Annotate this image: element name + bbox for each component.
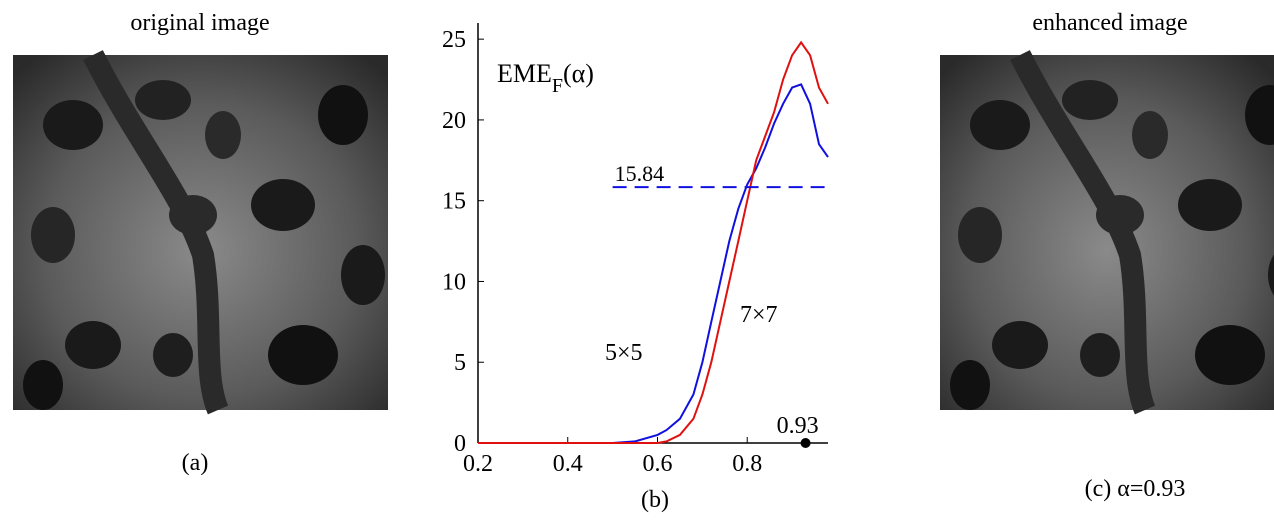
caption: (b) — [641, 487, 669, 513]
x-tick-label: 0.4 — [553, 451, 583, 477]
label-part: (α) — [563, 59, 594, 88]
x-tick-label: 0.6 — [642, 451, 672, 477]
panel-title: enhanced image — [1032, 10, 1187, 36]
original-image — [13, 55, 388, 410]
y-tick-label: 0 — [454, 431, 466, 457]
marker-label: 0.93 — [777, 413, 819, 439]
y-tick-label: 5 — [454, 350, 466, 376]
y-tick-label: 20 — [442, 108, 466, 134]
caption: (a) — [182, 450, 209, 476]
label-part: EME — [497, 59, 552, 88]
x-tick-label: 0.8 — [732, 451, 762, 477]
series-line — [478, 83, 829, 444]
caption: (c) α=0.93 — [1085, 476, 1186, 502]
series-line — [478, 40, 829, 444]
label-part: F — [552, 75, 563, 97]
x-tick-label: 0.2 — [463, 451, 493, 477]
y-tick-label: 15 — [442, 189, 466, 215]
marker-dot — [800, 438, 811, 448]
plot: 0 5 10 15 20 25 0.2 0.4 0.6 0.8 5×5 7×7 15.84 0.93 — [442, 23, 829, 477]
panel-title: original image — [130, 10, 269, 36]
y-tick-label: 10 — [442, 269, 466, 295]
series-label: 5×5 — [605, 340, 643, 366]
chart-label: EMEF(α) — [497, 59, 594, 97]
threshold-label: 15.84 — [615, 161, 665, 186]
enhanced-image — [940, 55, 1274, 410]
y-tick-label: 25 — [442, 27, 466, 53]
series-label: 7×7 — [740, 302, 778, 328]
